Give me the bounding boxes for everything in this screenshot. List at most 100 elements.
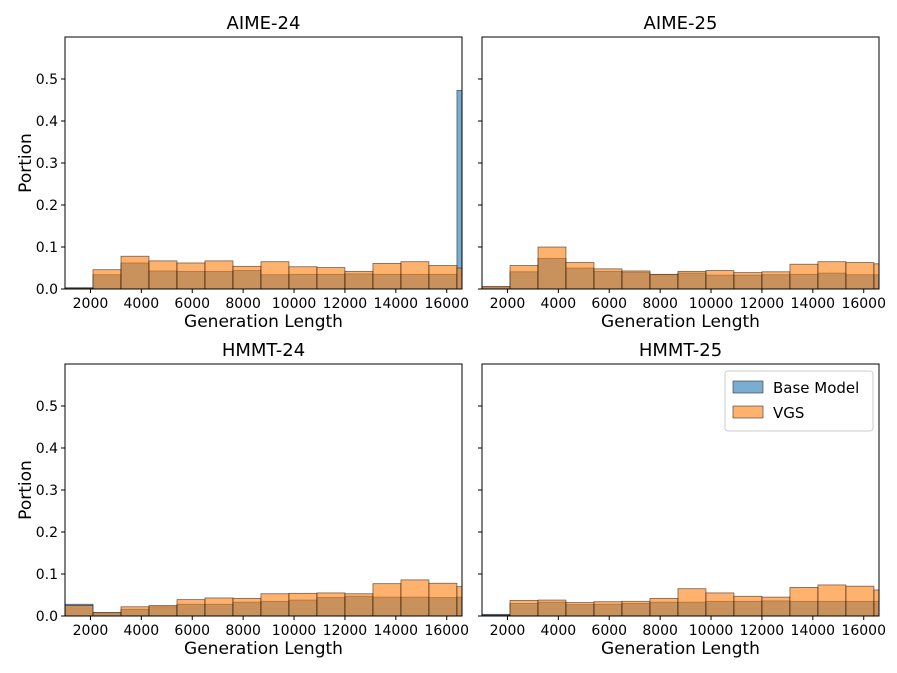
vgs-bar — [288, 266, 318, 290]
x-axis-label: Generation Length — [184, 639, 343, 659]
vgs-bar — [733, 272, 763, 290]
plot-area: 2000 4000 6000 8000 10000 12000 14000 16000 0.0 0… — [36, 363, 469, 639]
vgs-bar — [705, 270, 735, 290]
y-axis-label: Portion — [16, 460, 36, 520]
x-tick-label: 8000 — [642, 623, 678, 639]
x-tick-label: 14000 — [791, 623, 836, 639]
vgs-bar — [344, 270, 374, 290]
axes-frame — [64, 36, 463, 290]
vgs-bar — [176, 262, 206, 290]
vgs-bar — [789, 263, 819, 290]
vgs-bar — [176, 599, 206, 617]
vgs-bar — [372, 262, 402, 290]
vgs-bar — [204, 597, 234, 617]
vgs-bar — [92, 612, 122, 617]
vgs-bar — [705, 592, 735, 617]
x-tick-label: 12000 — [323, 623, 368, 639]
vgs-bar — [64, 605, 94, 617]
y-tick-label: 0.4 — [36, 441, 58, 457]
x-tick-label: 16000 — [424, 296, 469, 312]
x-axis-label: Generation Length — [184, 312, 343, 332]
x-tick-label: 4000 — [541, 296, 577, 312]
vgs-bar — [845, 585, 875, 617]
vgs-bar — [873, 589, 880, 617]
y-axis-label: Portion — [16, 133, 36, 193]
plot-area: 2000 4000 6000 8000 10000 12000 14000 16000 — [478, 36, 886, 312]
vgs-bar — [537, 246, 567, 290]
vgs-bar — [456, 586, 463, 617]
x-tick-label: 12000 — [323, 296, 368, 312]
vgs-bar — [845, 262, 875, 290]
vgs-bar — [509, 265, 539, 290]
vgs-bar — [232, 597, 262, 617]
vgs-bar — [260, 261, 290, 290]
y-tick-label: 0.1 — [36, 567, 58, 583]
x-tick-label: 16000 — [841, 623, 886, 639]
vgs-bar — [789, 587, 819, 617]
vgs-bar — [565, 602, 595, 617]
plot-area: 2000 4000 6000 8000 10000 12000 14000 16000 — [478, 363, 886, 639]
y-tick-label: 0.5 — [36, 72, 58, 88]
x-tick-label: 12000 — [740, 296, 785, 312]
legend-swatch-vgs — [732, 405, 764, 419]
hmmt-24-panel: 2000 4000 6000 8000 10000 12000 14000 16000 0.0 0… — [16, 340, 469, 659]
vgs-bar — [733, 595, 763, 617]
x-tick-label: 2000 — [73, 623, 109, 639]
vgs-bar — [456, 267, 463, 290]
x-tick-label: 10000 — [272, 296, 317, 312]
x-tick-label: 10000 — [689, 296, 734, 312]
vgs-bar — [677, 588, 707, 617]
x-tick-label: 2000 — [490, 623, 526, 639]
vgs-bar — [537, 599, 567, 617]
vgs-bar — [204, 260, 234, 290]
x-tick-label: 8000 — [225, 296, 261, 312]
plot-area: 2000 4000 6000 8000 10000 12000 14000 16000 0.0 0… — [36, 36, 469, 312]
vgs-bar — [400, 261, 430, 290]
axes-frame — [64, 363, 463, 617]
x-tick-label: 14000 — [374, 623, 419, 639]
x-tick-label: 6000 — [591, 623, 627, 639]
x-tick-label: 4000 — [124, 296, 160, 312]
x-tick-label: 6000 — [591, 296, 627, 312]
panel-title: AIME-24 — [227, 13, 301, 34]
hmmt-25-panel: 2000 4000 6000 8000 10000 12000 14000 16000 HMM… — [478, 340, 886, 659]
legend-label-vgs: VGS — [773, 404, 804, 422]
y-tick-label: 0.0 — [36, 282, 58, 298]
x-tick-label: 14000 — [374, 296, 419, 312]
vgs-bar — [428, 582, 458, 617]
x-tick-label: 10000 — [272, 623, 317, 639]
x-tick-label: 6000 — [174, 623, 210, 639]
vgs-bar — [92, 269, 122, 290]
vgs-bar — [621, 600, 651, 617]
x-tick-label: 8000 — [642, 296, 678, 312]
x-tick-label: 16000 — [841, 296, 886, 312]
y-tick-label: 0.3 — [36, 483, 58, 499]
x-tick-label: 8000 — [225, 623, 261, 639]
x-axis-label: Generation Length — [601, 312, 760, 332]
vgs-bar — [761, 596, 791, 617]
y-tick-label: 0.1 — [36, 240, 58, 256]
legend-swatch-base-model — [732, 380, 764, 394]
vgs-bar — [400, 579, 430, 617]
y-tick-label: 0.5 — [36, 399, 58, 415]
y-tick-label: 0.2 — [36, 525, 58, 541]
vgs-bar — [120, 255, 150, 290]
x-tick-label: 12000 — [740, 623, 785, 639]
vgs-bar — [120, 606, 150, 617]
vgs-bar — [372, 583, 402, 617]
legend: Base Model VGS — [724, 370, 874, 432]
y-tick-label: 0.4 — [36, 114, 58, 130]
vgs-bar — [649, 597, 679, 617]
vgs-bar — [260, 593, 290, 617]
vgs-bar — [761, 271, 791, 290]
x-tick-label: 14000 — [791, 296, 836, 312]
vgs-bar — [509, 600, 539, 617]
x-tick-label: 6000 — [174, 296, 210, 312]
aime-25-panel: 2000 4000 6000 8000 10000 12000 14000 16000 AIM… — [478, 13, 886, 332]
vgs-bar — [148, 605, 178, 617]
aime-24-panel: 2000 4000 6000 8000 10000 12000 14000 16000 0.0 0… — [16, 13, 469, 332]
vgs-bar — [232, 265, 262, 290]
y-tick-label: 0.2 — [36, 198, 58, 214]
x-tick-label: 10000 — [689, 623, 734, 639]
